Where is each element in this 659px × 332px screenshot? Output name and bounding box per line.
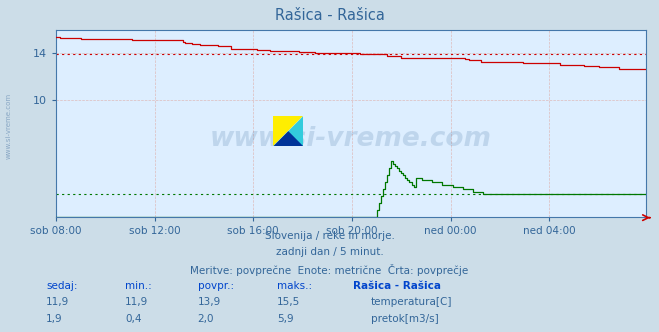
- Text: 5,9: 5,9: [277, 314, 293, 324]
- Text: 11,9: 11,9: [46, 297, 69, 307]
- Text: 13,9: 13,9: [198, 297, 221, 307]
- Text: Meritve: povprečne  Enote: metrične  Črta: povprečje: Meritve: povprečne Enote: metrične Črta:…: [190, 264, 469, 276]
- Text: sedaj:: sedaj:: [46, 281, 78, 290]
- Text: 1,9: 1,9: [46, 314, 63, 324]
- Text: Rašica - Rašica: Rašica - Rašica: [353, 281, 441, 290]
- Polygon shape: [273, 116, 303, 146]
- Text: temperatura[C]: temperatura[C]: [371, 297, 453, 307]
- Text: min.:: min.:: [125, 281, 152, 290]
- Text: www.si-vreme.com: www.si-vreme.com: [210, 126, 492, 152]
- Text: Rašica - Rašica: Rašica - Rašica: [275, 8, 384, 23]
- Polygon shape: [273, 131, 303, 146]
- Text: 11,9: 11,9: [125, 297, 148, 307]
- Text: 15,5: 15,5: [277, 297, 300, 307]
- Text: 0,4: 0,4: [125, 314, 142, 324]
- Text: pretok[m3/s]: pretok[m3/s]: [371, 314, 439, 324]
- Text: maks.:: maks.:: [277, 281, 312, 290]
- Polygon shape: [273, 116, 303, 146]
- Text: Slovenija / reke in morje.: Slovenija / reke in morje.: [264, 231, 395, 241]
- Text: www.si-vreme.com: www.si-vreme.com: [5, 93, 12, 159]
- Text: 2,0: 2,0: [198, 314, 214, 324]
- Text: zadnji dan / 5 minut.: zadnji dan / 5 minut.: [275, 247, 384, 257]
- Text: povpr.:: povpr.:: [198, 281, 234, 290]
